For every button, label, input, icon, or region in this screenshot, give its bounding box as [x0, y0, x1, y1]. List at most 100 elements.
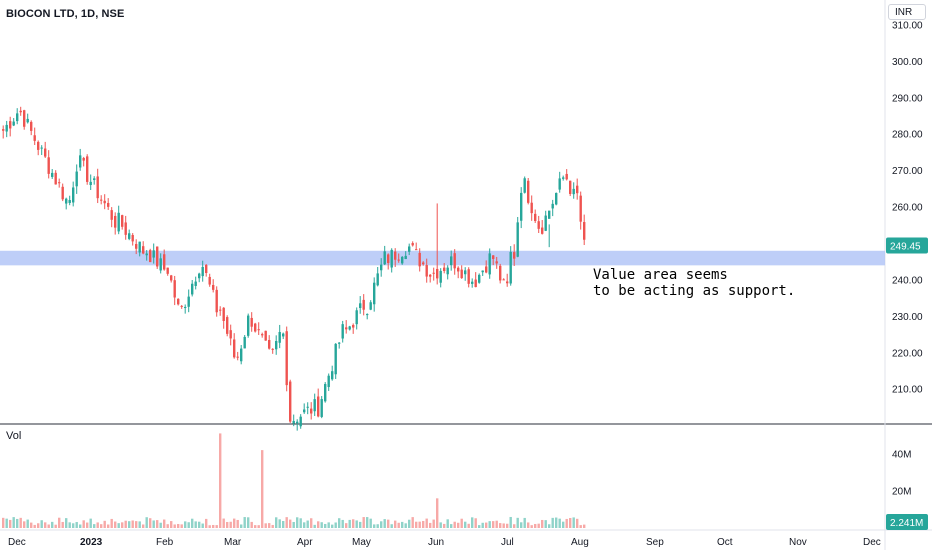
volume-bar [117, 523, 120, 528]
volume-bar [138, 521, 141, 528]
volume-bar [285, 517, 288, 528]
candle-body [145, 253, 148, 256]
volume-bar [128, 521, 131, 528]
volume-bar [268, 523, 271, 528]
candle-body [250, 317, 253, 327]
candle-body [436, 268, 439, 279]
volume-bar [289, 519, 292, 528]
volume-bar [467, 523, 470, 528]
price-tick-label: 230.00 [892, 312, 923, 323]
candle-body [380, 264, 383, 271]
candle-body [79, 155, 82, 168]
candle-body [558, 178, 561, 190]
volume-bar [114, 521, 117, 528]
time-tick-label: May [352, 537, 371, 548]
volume-bar [82, 520, 85, 528]
candle-body [110, 210, 113, 220]
volume-bar [19, 517, 22, 528]
candle-body [397, 259, 400, 261]
candle-body [233, 339, 236, 358]
volume-bar [135, 521, 138, 528]
volume-bar [495, 520, 498, 528]
volume-bar [212, 524, 215, 528]
candle-body [184, 306, 187, 308]
volume-bar [492, 521, 495, 528]
volume-bar [240, 524, 243, 528]
candle-body [401, 256, 404, 264]
volume-bar [184, 521, 187, 528]
candle-body [355, 310, 358, 325]
volume-bar [170, 521, 173, 528]
volume-bar [124, 520, 127, 528]
candle-body [523, 178, 526, 193]
price-tick-label: 280.00 [892, 130, 923, 141]
candle-body [135, 243, 138, 249]
volume-bar [16, 518, 19, 528]
candle-body [68, 200, 71, 203]
candle-body [394, 251, 397, 260]
volume-bar [131, 520, 134, 528]
volume-bar [397, 522, 400, 528]
last-price-badge [886, 237, 928, 254]
candle-body [509, 251, 512, 284]
candle-body [257, 329, 260, 331]
candle-body [583, 222, 586, 240]
candle-body [278, 332, 281, 343]
volume-bar [408, 519, 411, 528]
volume-bar [191, 518, 194, 528]
candle-body [226, 317, 229, 334]
candle-body [12, 121, 15, 126]
price-tick-label: 310.00 [892, 20, 923, 31]
candle-body [562, 177, 565, 179]
volume-bar [149, 518, 152, 528]
candle-body [569, 180, 572, 194]
volume-bar [530, 525, 533, 528]
candle-body [331, 371, 334, 380]
candle-body [131, 235, 134, 242]
volume-bar [68, 522, 71, 528]
time-tick-label: 2023 [80, 537, 103, 548]
candle-body [275, 340, 278, 350]
volume-bar [222, 518, 225, 528]
volume-bar [418, 521, 421, 528]
candle-body [72, 187, 75, 203]
volume-bar [173, 524, 176, 528]
candle-body [236, 356, 239, 358]
candle-body [208, 276, 211, 285]
candle-body [240, 348, 243, 362]
chart-title: BIOCON LTD, 1D, NSE [6, 8, 125, 20]
volume-bar [292, 521, 295, 528]
time-tick-label: Dec [863, 537, 881, 548]
volume-bar [40, 520, 43, 528]
volume-bar [555, 517, 558, 528]
candle-body [334, 343, 337, 375]
volume-bar [47, 524, 50, 528]
candle-body [219, 309, 222, 311]
volume-bar [219, 433, 222, 528]
volume-bar [436, 498, 439, 528]
volume-bar [299, 518, 302, 528]
candle-body [362, 299, 365, 310]
volume-bar [208, 525, 211, 528]
axes-layer: 310.00300.00290.00280.00270.00260.00250.… [8, 20, 928, 548]
volume-bar [422, 520, 425, 528]
candle-body [495, 261, 498, 264]
volume-bar [411, 517, 414, 528]
volume-bar [376, 524, 379, 528]
candle-body [481, 270, 484, 273]
candle-body [324, 384, 327, 402]
candle-body [313, 399, 316, 412]
volume-bar [254, 525, 257, 528]
volume-bar [516, 517, 519, 528]
candle-body [415, 249, 418, 251]
candle-body [19, 110, 22, 113]
currency-button[interactable]: INR [888, 4, 926, 20]
volume-bar [177, 523, 180, 528]
candle-body [338, 342, 341, 344]
volume-bar [355, 520, 358, 528]
candle-body [303, 409, 306, 413]
volume-bar [565, 518, 568, 528]
volume-bar [362, 517, 365, 528]
